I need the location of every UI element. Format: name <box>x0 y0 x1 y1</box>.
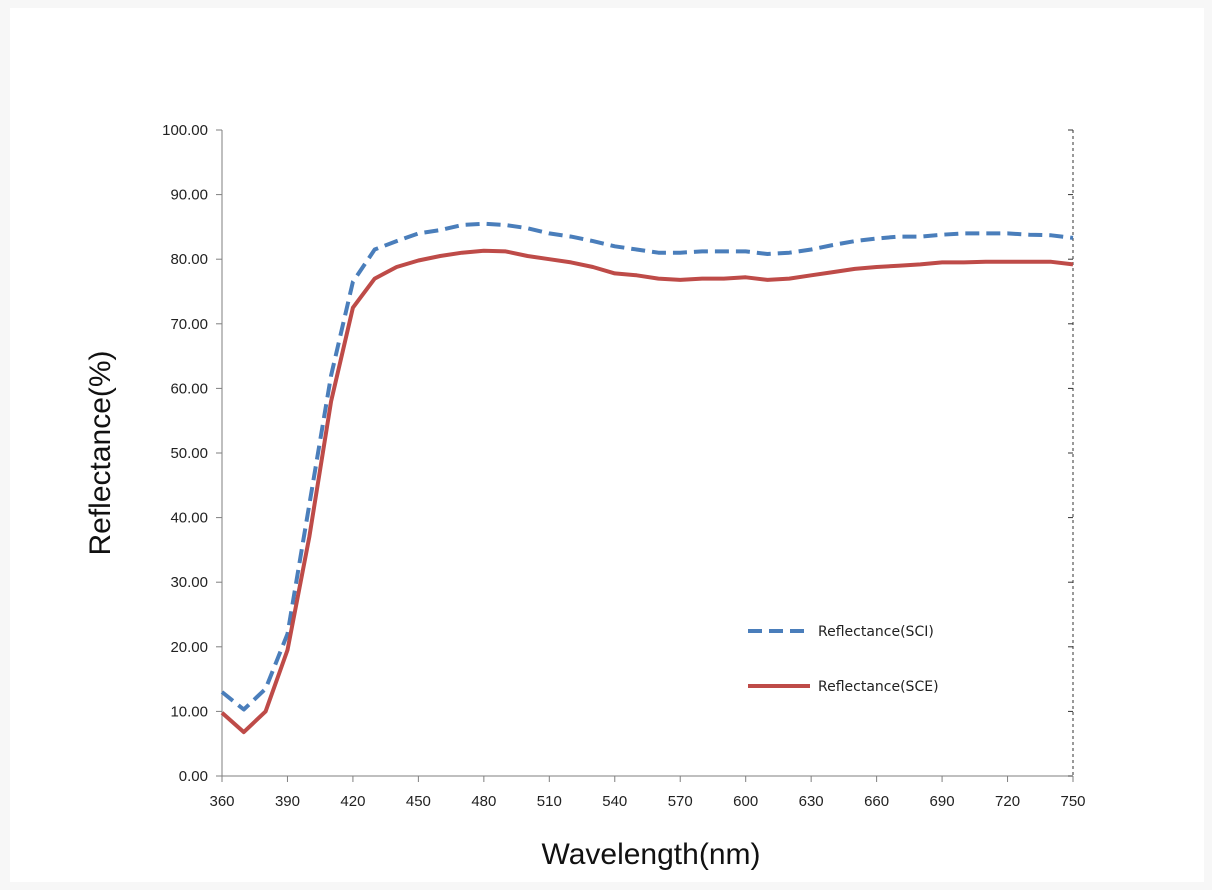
x-tick-label: 720 <box>995 793 1020 810</box>
x-tick-label: 420 <box>340 793 365 810</box>
y-tick-label: 60.00 <box>170 380 208 397</box>
x-tick-label: 600 <box>733 793 758 810</box>
y-tick-label: 80.00 <box>170 251 208 268</box>
y-tick-label: 0.00 <box>179 768 208 785</box>
x-axis-title: Wavelength(nm) <box>542 838 761 871</box>
legend-label-sci: Reflectance(SCI) <box>818 624 934 640</box>
y-axis-title: Reflectance(%) <box>84 350 117 555</box>
y-tick-label: 70.00 <box>170 316 208 333</box>
y-tick-label: 40.00 <box>170 510 208 527</box>
x-tick-label: 360 <box>209 793 234 810</box>
x-tick-label: 690 <box>930 793 955 810</box>
x-tick-label: 390 <box>275 793 300 810</box>
x-tick-label: 450 <box>406 793 431 810</box>
x-tick-label: 480 <box>471 793 496 810</box>
x-tick-label: 750 <box>1060 793 1085 810</box>
x-tick-label: 570 <box>668 793 693 810</box>
y-tick-label: 50.00 <box>170 445 208 462</box>
x-tick-label: 540 <box>602 793 627 810</box>
x-tick-label: 660 <box>864 793 889 810</box>
y-tick-label: 20.00 <box>170 639 208 656</box>
y-tick-label: 90.00 <box>170 187 208 204</box>
y-tick-label: 10.00 <box>170 703 208 720</box>
legend-label-sce: Reflectance(SCE) <box>818 679 939 695</box>
y-tick-label: 30.00 <box>170 574 208 591</box>
x-tick-label: 510 <box>537 793 562 810</box>
x-tick-label: 630 <box>799 793 824 810</box>
y-tick-label: 100.00 <box>162 122 208 139</box>
